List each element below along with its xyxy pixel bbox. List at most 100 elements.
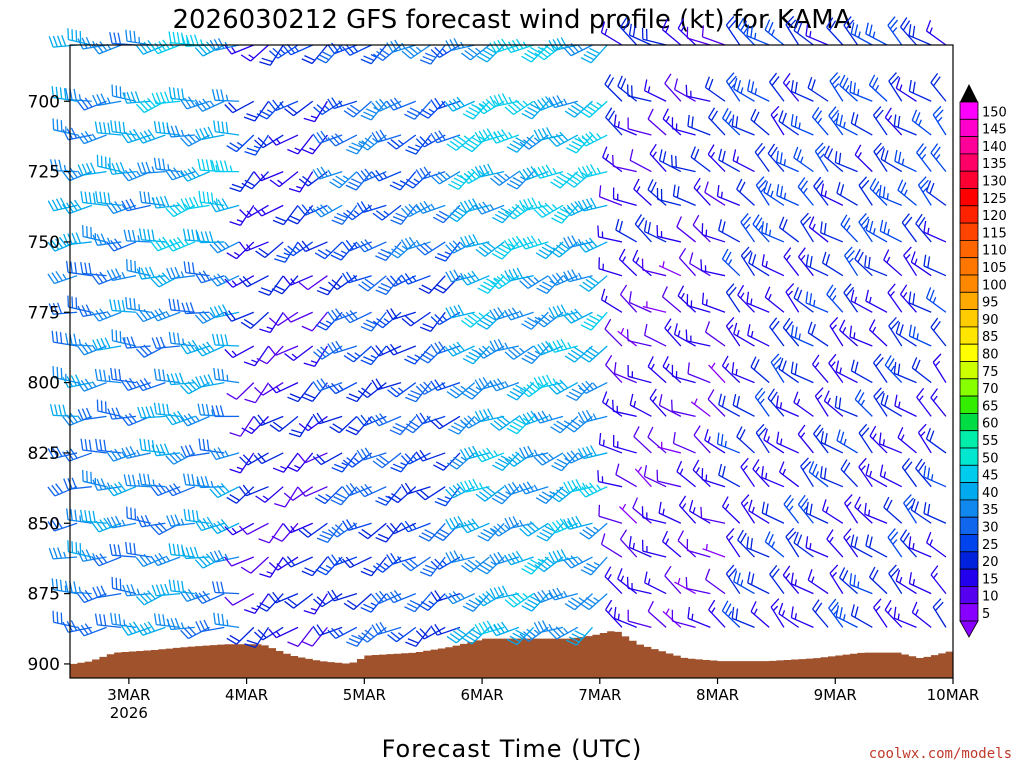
wind-barb xyxy=(240,44,269,62)
wind-barb xyxy=(166,514,195,527)
wind-barb xyxy=(790,572,814,595)
wind-barb xyxy=(790,324,814,347)
wind-barb xyxy=(627,117,652,136)
wind-barb xyxy=(708,599,726,628)
wind-barb xyxy=(106,238,137,252)
credit-link[interactable]: coolwx.com/models xyxy=(869,746,1012,762)
wind-barb xyxy=(737,17,755,46)
wind-barb xyxy=(419,311,446,333)
wind-barb xyxy=(518,481,549,495)
wind-barb xyxy=(316,275,343,296)
wind-barb xyxy=(564,415,593,433)
wind-barb xyxy=(908,79,932,102)
x-tick-label: 5MAR xyxy=(343,686,386,704)
wind-barb xyxy=(748,499,770,524)
wind-barb xyxy=(793,391,814,417)
wind-barb xyxy=(253,170,284,182)
wind-barb xyxy=(854,248,873,277)
wind-barb xyxy=(718,393,741,417)
wind-barb xyxy=(489,129,520,144)
wind-barb xyxy=(168,298,195,313)
wind-barb xyxy=(733,77,755,102)
wind-barb xyxy=(504,203,534,220)
wind-barb xyxy=(533,374,564,389)
wind-barb xyxy=(503,38,534,54)
wind-barb xyxy=(733,570,755,595)
wind-barb xyxy=(619,17,638,46)
wind-barb xyxy=(915,213,932,243)
wind-barb xyxy=(430,44,461,58)
wind-barb xyxy=(865,22,888,46)
wind-barb xyxy=(835,112,858,136)
wind-barb xyxy=(283,556,313,568)
wind-barb xyxy=(489,378,520,392)
wind-barb xyxy=(518,410,549,426)
wind-barb xyxy=(672,432,696,454)
wind-barb xyxy=(820,431,844,454)
wind-barb xyxy=(834,151,858,173)
wind-barb xyxy=(360,311,387,332)
wind-barb xyxy=(897,426,917,454)
wind-barb xyxy=(880,392,903,417)
wind-barb xyxy=(165,236,196,252)
colorbar-label: 80 xyxy=(982,348,999,363)
wind-barb xyxy=(836,429,858,454)
wind-barb xyxy=(548,587,578,601)
wind-barb xyxy=(563,478,593,493)
wind-barb xyxy=(829,564,844,594)
wind-barb xyxy=(878,432,903,454)
colorbar-swatch xyxy=(959,586,979,605)
wind-barb xyxy=(91,271,122,285)
wind-barb xyxy=(750,601,770,628)
wind-barb xyxy=(342,519,372,531)
colorbar-swatch xyxy=(959,205,979,224)
wind-barb xyxy=(445,550,475,564)
wind-barb xyxy=(615,463,638,488)
wind-barb xyxy=(153,402,181,418)
colorbar-label: 125 xyxy=(982,192,1007,207)
wind-barb xyxy=(813,424,829,454)
wind-barb xyxy=(690,398,711,417)
wind-barb xyxy=(664,565,682,595)
wind-barb xyxy=(255,486,284,503)
wind-barb xyxy=(895,77,917,102)
wind-barb xyxy=(244,627,270,649)
wind-barb xyxy=(671,154,696,173)
wind-barb xyxy=(313,345,343,360)
wind-barb xyxy=(752,459,770,488)
terrain-surface xyxy=(70,631,953,678)
wind-barb xyxy=(814,142,829,172)
wind-barb xyxy=(138,228,166,243)
wind-barb xyxy=(213,612,240,629)
wind-barb xyxy=(835,605,858,628)
wind-barb xyxy=(548,272,579,286)
colorbar-swatch xyxy=(959,222,979,241)
wind-barb xyxy=(626,329,652,347)
wind-barb xyxy=(764,286,785,313)
wind-barb xyxy=(150,521,181,536)
wind-barb xyxy=(47,483,78,497)
wind-barb xyxy=(415,166,446,180)
wind-barb xyxy=(577,197,608,212)
wind-barb xyxy=(858,212,873,243)
wind-barb xyxy=(327,97,358,110)
colorbar-label: 30 xyxy=(982,521,999,536)
wind-barb xyxy=(240,556,269,574)
wind-barb xyxy=(358,275,387,292)
wind-barb xyxy=(371,621,402,636)
wind-barb xyxy=(63,232,92,246)
wind-barb xyxy=(600,288,623,313)
wind-barb xyxy=(747,571,770,595)
wind-barb xyxy=(372,452,402,469)
wind-barb xyxy=(930,317,947,347)
wind-barb xyxy=(445,483,475,499)
wind-barb xyxy=(110,367,137,384)
wind-barb xyxy=(548,37,578,51)
wind-barb xyxy=(518,235,549,250)
wind-barb xyxy=(731,114,755,136)
colorbar-swatch xyxy=(959,118,979,138)
wind-barb xyxy=(888,316,903,347)
colorbar-swatch xyxy=(959,534,979,553)
wind-barb xyxy=(634,466,652,488)
wind-barb xyxy=(820,221,844,243)
